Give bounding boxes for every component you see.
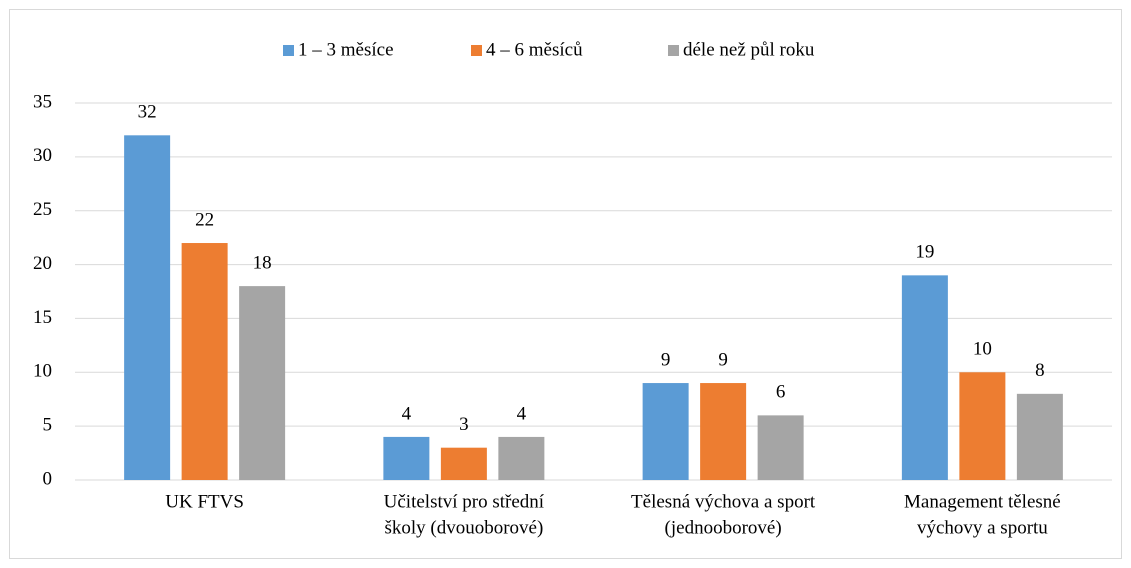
- value-label: 32: [138, 102, 157, 123]
- x-tick-label: Tělesná výchova a sport: [631, 491, 816, 512]
- value-label: 6: [776, 382, 786, 403]
- value-label: 10: [973, 339, 992, 360]
- bar: [642, 383, 689, 480]
- y-tick-label: 0: [43, 468, 53, 489]
- bar: [959, 372, 1006, 480]
- legend-label: 4 – 6 měsíců: [486, 39, 583, 60]
- legend-swatch: [283, 45, 294, 56]
- bar: [901, 275, 948, 480]
- y-tick-label: 5: [43, 415, 53, 436]
- x-tick-label: Učitelství pro střední: [384, 491, 545, 512]
- value-label: 8: [1035, 360, 1045, 381]
- bar: [239, 286, 286, 480]
- y-tick-label: 35: [33, 91, 52, 112]
- legend-swatch: [668, 45, 679, 56]
- bar: [383, 436, 430, 480]
- y-tick-label: 25: [33, 199, 52, 220]
- y-tick-label: 30: [33, 145, 52, 166]
- x-tick-label: Management tělesné: [904, 491, 1061, 512]
- bar: [700, 383, 747, 480]
- bar: [181, 243, 228, 480]
- x-tick-label: (jednooborové): [665, 517, 782, 538]
- y-tick-label: 20: [33, 253, 52, 274]
- bar: [498, 436, 545, 480]
- bar: [1016, 393, 1063, 480]
- value-label: 19: [915, 242, 934, 263]
- legend-label: déle než půl roku: [683, 39, 815, 60]
- chart-border: [9, 9, 1122, 559]
- y-tick-label: 15: [33, 307, 52, 328]
- x-tick-label: UK FTVS: [165, 491, 244, 512]
- bar: [124, 135, 171, 481]
- value-label: 4: [402, 403, 412, 424]
- value-label: 4: [517, 403, 527, 424]
- value-label: 3: [459, 414, 469, 435]
- value-label: 9: [718, 349, 728, 370]
- value-label: 22: [195, 209, 214, 230]
- value-label: 18: [253, 252, 272, 273]
- x-tick-label: výchovy a sportu: [917, 517, 1048, 538]
- x-tick-label: školy (dvouoborové): [384, 517, 543, 538]
- value-label: 9: [661, 349, 671, 370]
- legend-swatch: [471, 45, 482, 56]
- bar: [757, 415, 804, 480]
- y-tick-label: 10: [33, 361, 52, 382]
- legend-label: 1 – 3 měsíce: [298, 39, 394, 60]
- bar: [440, 447, 487, 480]
